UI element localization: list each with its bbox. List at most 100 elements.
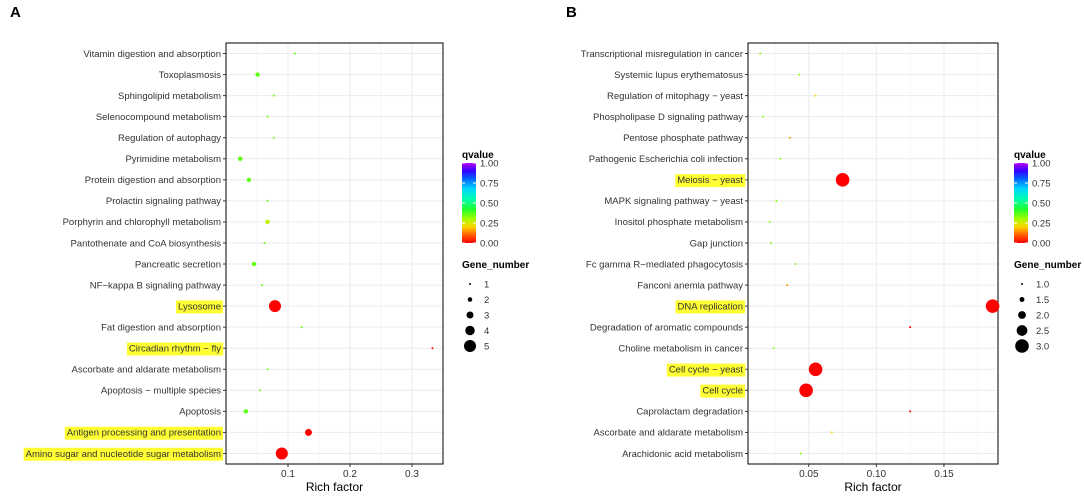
label-highlight	[666, 363, 746, 377]
point-phospholipase-d-signaling-pathway	[761, 115, 764, 118]
y-label-circadian-rhythm-fly: Circadian rhythm − fly	[129, 344, 221, 355]
size-key-point	[465, 325, 475, 336]
colorbar-tick-label: 1.00	[1032, 158, 1051, 169]
y-label-apoptosis-multiple-species: Apoptosis − multiple species	[101, 386, 221, 397]
point-vitamin-digestion-and-absorption	[293, 52, 296, 55]
y-label-inositol-phosphate-metabolism: Inositol phosphate metabolism	[615, 217, 743, 228]
y-label-apoptosis: Apoptosis	[179, 407, 221, 418]
size-key-label: 1.0	[1036, 279, 1049, 290]
plot-area	[748, 43, 998, 464]
qvalue-colorbar	[1014, 163, 1028, 243]
y-label-pentose-phosphate-pathway: Pentose phosphate pathway	[623, 133, 743, 144]
point-sphingolipid-metabolism	[272, 94, 275, 97]
y-label-protein-digestion-and-absorption: Protein digestion and absorption	[85, 175, 221, 186]
point-choline-metabolism-in-cancer	[772, 347, 775, 350]
size-key-label: 4	[484, 326, 489, 337]
point-degradation-of-aromatic-compounds	[909, 326, 912, 329]
point-fanconi-anemia-pathway	[786, 284, 789, 287]
plot-border	[747, 42, 999, 465]
x-axis-title: Rich factor	[844, 480, 901, 494]
size-key-point	[1015, 339, 1029, 353]
y-label-amino-sugar-and-nucleotide-sugar-metabolism: Amino sugar and nucleotide sugar metabol…	[26, 449, 221, 460]
y-label-pyrimidine-metabolism: Pyrimidine metabolism	[125, 154, 221, 165]
y-label-toxoplasmosis: Toxoplasmosis	[159, 70, 222, 81]
label-highlight	[23, 447, 224, 461]
y-label-meiosis-yeast: Meiosis − yeast	[677, 175, 743, 186]
point-protein-digestion-and-absorption	[246, 177, 252, 183]
point-lysosome	[268, 300, 281, 313]
y-label-pancreatic-secretion: Pancreatic secretion	[135, 259, 221, 270]
y-label-pantothenate-and-coa-biosynthesis: Pantothenate and CoA biosynthesis	[70, 238, 221, 249]
point-inositol-phosphate-metabolism	[768, 220, 771, 223]
size-key-point	[1018, 311, 1026, 319]
colorbar-tick-label: 0.50	[480, 198, 499, 209]
point-porphyrin-and-chlorophyll-metabolism	[265, 219, 270, 225]
points	[759, 52, 1000, 455]
y-label-lysosome: Lysosome	[178, 301, 221, 312]
y-label-antigen-processing-and-presentation: Antigen processing and presentation	[67, 428, 221, 439]
y-label-choline-metabolism-in-cancer: Choline metabolism in cancer	[618, 344, 743, 355]
point-mapk-signaling-pathway-yeast	[775, 199, 778, 202]
panel-letter: B	[566, 4, 577, 21]
y-label-porphyrin-and-chlorophyll-metabolism: Porphyrin and chlorophyll metabolism	[63, 217, 221, 228]
point-selenocompound-metabolism	[266, 115, 269, 118]
point-antigen-processing-and-presentation	[304, 428, 312, 436]
size-key-label: 1.5	[1036, 295, 1049, 306]
point-regulation-of-mitophagy-yeast	[814, 94, 817, 97]
point-regulation-of-autophagy	[272, 136, 275, 139]
point-gap-junction	[769, 241, 772, 244]
gene-number-legend-title: Gene_number	[1014, 260, 1081, 271]
point-amino-sugar-and-nucleotide-sugar-metabolism	[275, 447, 288, 460]
y-label-regulation-of-mitophagy-yeast: Regulation of mitophagy − yeast	[607, 91, 743, 102]
y-label-cell-cycle: Cell cycle	[702, 386, 743, 397]
y-label-prolactin-signaling-pathway: Prolactin signaling pathway	[106, 196, 221, 207]
qvalue-legend-title: qvalue	[462, 150, 494, 161]
point-prolactin-signaling-pathway	[266, 199, 269, 202]
point-apoptosis-multiple-species	[259, 389, 262, 392]
size-key-point	[467, 297, 473, 302]
gene-number-legend: Gene_number 1 2 3 4 5	[462, 260, 529, 352]
point-pyrimidine-metabolism	[238, 156, 243, 162]
point-dna-replication	[985, 299, 1000, 313]
point-nf-kappa-b-signaling-pathway	[260, 284, 263, 287]
colorbar-tick-label: 0.50	[1032, 198, 1051, 209]
size-key-point	[1021, 283, 1023, 285]
y-label-systemic-lupus-erythematosus: Systemic lupus erythematosus	[614, 70, 743, 81]
gene-number-legend: Gene_number 1.0 1.5 2.0 2.5 3.0	[1014, 260, 1081, 353]
size-key-label: 2.0	[1036, 310, 1049, 321]
colorbar-tick-label: 1.00	[480, 158, 499, 169]
size-key-point	[1019, 297, 1025, 302]
plot-area	[226, 43, 443, 464]
point-arachidonic-acid-metabolism	[799, 452, 802, 455]
point-caprolactam-degradation	[909, 410, 912, 413]
point-cell-cycle	[799, 383, 813, 398]
plot-border	[225, 42, 444, 465]
y-label-pathogenic-escherichia-coli-infection: Pathogenic Escherichia coli infection	[589, 154, 743, 165]
size-key-label: 1	[484, 279, 489, 290]
y-label-phospholipase-d-signaling-pathway: Phospholipase D signaling pathway	[593, 112, 743, 123]
y-axis-labels: Amino sugar and nucleotide sugar metabol…	[23, 49, 226, 461]
size-key-label: 5	[484, 341, 489, 352]
size-key-point	[1016, 325, 1028, 336]
qvalue-legend-title: qvalue	[1014, 150, 1046, 161]
qvalue-colorbar	[462, 163, 476, 243]
point-fc-gamma-r-mediated-phagocytosis	[794, 263, 797, 266]
colorbar-tick-label: 0.25	[1032, 218, 1051, 229]
size-key-point	[469, 283, 471, 285]
colorbar-tick-label: 0.75	[480, 178, 499, 189]
point-circadian-rhythm-fly	[431, 347, 434, 350]
panel-b: B Arachidonic acid metabolism Ascorbate an…	[566, 4, 1081, 494]
point-transcriptional-misregulation-in-cancer	[759, 52, 762, 55]
y-label-degradation-of-aromatic-compounds: Degradation of aromatic compounds	[590, 322, 743, 333]
x-tick-label: 0.2	[343, 469, 357, 480]
x-tick-label: 0.3	[405, 469, 419, 480]
point-toxoplasmosis	[255, 72, 260, 77]
y-label-regulation-of-autophagy: Regulation of autophagy	[118, 133, 221, 144]
point-pentose-phosphate-pathway	[788, 136, 791, 139]
label-highlight	[675, 300, 745, 314]
size-key-label: 3.0	[1036, 341, 1049, 352]
size-key-point	[466, 311, 474, 319]
y-label-ascorbate-and-aldarate-metabolism: Ascorbate and aldarate metabolism	[594, 428, 744, 439]
point-ascorbate-and-aldarate-metabolism	[266, 368, 269, 371]
